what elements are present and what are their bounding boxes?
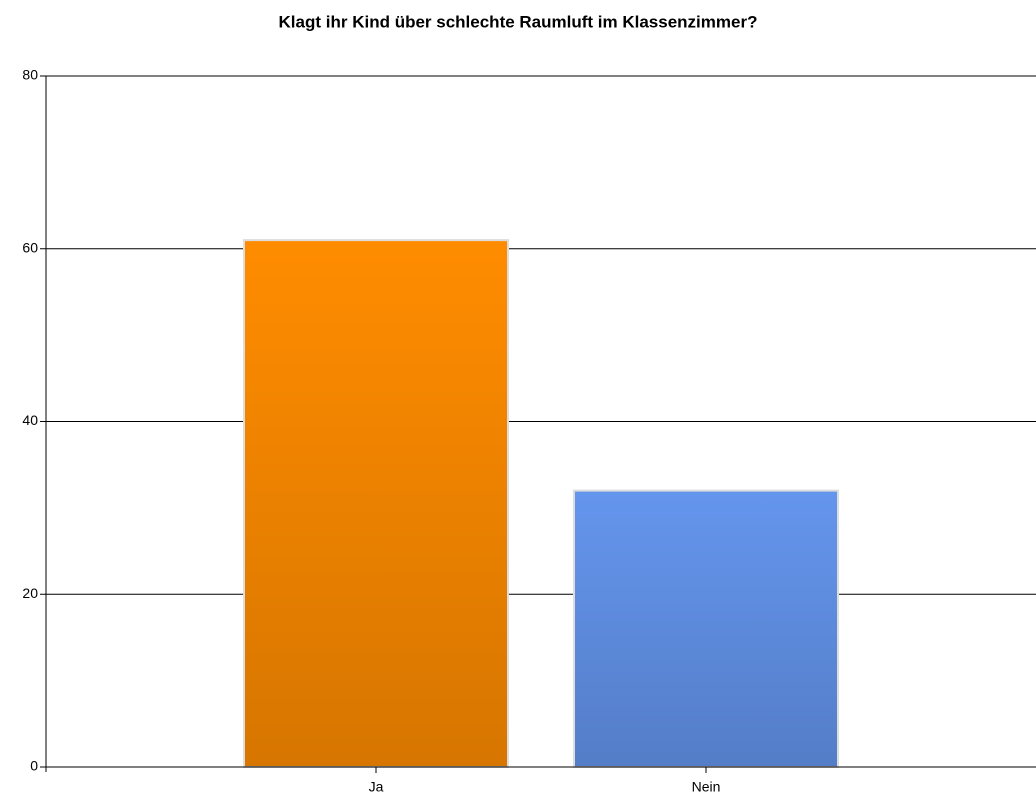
bar-shade — [575, 491, 837, 767]
y-tick-label: 60 — [22, 239, 38, 255]
y-tick-label: 80 — [22, 67, 38, 83]
bar-shade — [245, 241, 507, 768]
chart-title: Klagt ihr Kind über schlechte Raumluft i… — [279, 12, 758, 31]
y-tick-label: 40 — [22, 412, 38, 428]
y-tick-label: 0 — [30, 758, 38, 774]
x-tick-label: Nein — [692, 779, 721, 795]
y-tick-label: 20 — [22, 585, 38, 601]
x-tick-label: Ja — [369, 779, 384, 795]
